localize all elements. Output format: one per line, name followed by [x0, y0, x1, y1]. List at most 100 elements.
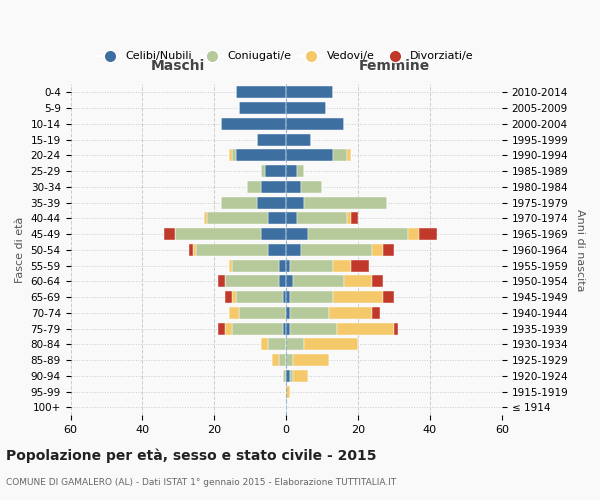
Bar: [351, 212, 358, 224]
Bar: [268, 212, 286, 224]
Bar: [333, 291, 383, 303]
Bar: [268, 338, 286, 350]
Bar: [293, 276, 344, 287]
Bar: [221, 196, 257, 208]
Bar: [221, 118, 286, 130]
Bar: [236, 150, 286, 162]
Bar: [290, 370, 293, 382]
Bar: [175, 228, 261, 240]
Bar: [286, 370, 290, 382]
Bar: [279, 260, 286, 272]
Bar: [304, 338, 358, 350]
Bar: [279, 354, 286, 366]
Bar: [373, 276, 383, 287]
Bar: [409, 228, 419, 240]
Bar: [286, 322, 290, 334]
Bar: [286, 134, 311, 145]
Y-axis label: Fasce di età: Fasce di età: [15, 216, 25, 283]
Bar: [301, 244, 373, 256]
Bar: [164, 228, 175, 240]
Bar: [283, 370, 286, 382]
Bar: [229, 150, 232, 162]
Bar: [283, 322, 286, 334]
Bar: [394, 322, 398, 334]
Bar: [236, 291, 283, 303]
Bar: [383, 291, 394, 303]
Bar: [297, 165, 304, 177]
Bar: [373, 244, 383, 256]
Bar: [286, 165, 297, 177]
Text: Maschi: Maschi: [151, 60, 205, 74]
Bar: [383, 244, 394, 256]
Bar: [229, 260, 232, 272]
Bar: [347, 212, 351, 224]
Bar: [268, 244, 286, 256]
Bar: [293, 370, 308, 382]
Bar: [308, 228, 409, 240]
Bar: [232, 322, 283, 334]
Text: Popolazione per età, sesso e stato civile - 2015: Popolazione per età, sesso e stato civil…: [6, 448, 377, 463]
Bar: [286, 118, 344, 130]
Bar: [232, 291, 236, 303]
Bar: [232, 150, 236, 162]
Bar: [419, 228, 437, 240]
Bar: [286, 260, 290, 272]
Bar: [347, 150, 351, 162]
Bar: [261, 165, 265, 177]
Bar: [329, 307, 373, 319]
Bar: [290, 291, 333, 303]
Bar: [290, 260, 333, 272]
Bar: [218, 276, 225, 287]
Bar: [283, 291, 286, 303]
Bar: [297, 212, 347, 224]
Bar: [304, 196, 387, 208]
Bar: [196, 244, 268, 256]
Bar: [239, 102, 286, 114]
Y-axis label: Anni di nascita: Anni di nascita: [575, 208, 585, 291]
Bar: [257, 134, 286, 145]
Bar: [286, 212, 297, 224]
Bar: [333, 260, 351, 272]
Bar: [286, 244, 301, 256]
Bar: [189, 244, 193, 256]
Bar: [261, 338, 268, 350]
Bar: [286, 228, 308, 240]
Bar: [286, 291, 290, 303]
Bar: [218, 322, 225, 334]
Bar: [193, 244, 196, 256]
Bar: [239, 307, 286, 319]
Bar: [203, 212, 207, 224]
Bar: [286, 338, 304, 350]
Bar: [207, 212, 268, 224]
Bar: [286, 102, 326, 114]
Bar: [286, 86, 333, 99]
Bar: [261, 228, 286, 240]
Bar: [279, 276, 286, 287]
Text: Femmine: Femmine: [358, 60, 430, 74]
Bar: [286, 386, 290, 398]
Bar: [286, 354, 293, 366]
Legend: Celibi/Nubili, Coniugati/e, Vedovi/e, Divorziati/e: Celibi/Nubili, Coniugati/e, Vedovi/e, Di…: [94, 47, 478, 66]
Bar: [261, 181, 286, 193]
Bar: [301, 181, 322, 193]
Bar: [286, 307, 290, 319]
Bar: [225, 291, 232, 303]
Bar: [286, 181, 301, 193]
Bar: [247, 181, 261, 193]
Bar: [286, 150, 333, 162]
Bar: [236, 86, 286, 99]
Bar: [373, 307, 380, 319]
Bar: [286, 276, 293, 287]
Bar: [229, 307, 239, 319]
Text: COMUNE DI GAMALERO (AL) - Dati ISTAT 1° gennaio 2015 - Elaborazione TUTTITALIA.I: COMUNE DI GAMALERO (AL) - Dati ISTAT 1° …: [6, 478, 396, 487]
Bar: [290, 322, 337, 334]
Bar: [293, 354, 329, 366]
Bar: [232, 260, 279, 272]
Bar: [337, 322, 394, 334]
Bar: [286, 196, 304, 208]
Bar: [351, 260, 369, 272]
Bar: [225, 322, 232, 334]
Bar: [333, 150, 347, 162]
Bar: [272, 354, 279, 366]
Bar: [265, 165, 286, 177]
